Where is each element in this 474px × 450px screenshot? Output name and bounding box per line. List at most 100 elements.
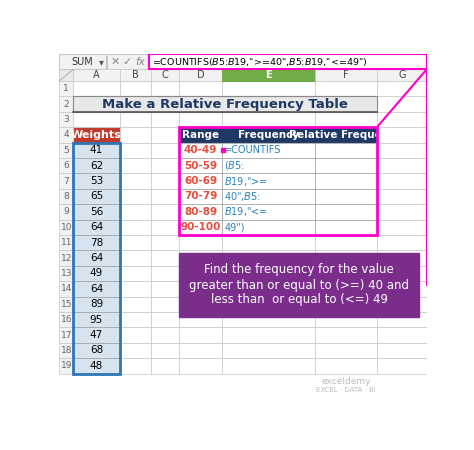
Text: ($B$5:: ($B$5:	[224, 159, 245, 172]
Bar	[315, 327, 377, 343]
Bar	[377, 358, 427, 374]
Bar	[315, 127, 377, 143]
Text: 10: 10	[61, 223, 72, 232]
Bar	[377, 327, 427, 343]
Bar	[377, 220, 427, 235]
Bar	[151, 250, 179, 266]
Text: 8: 8	[64, 192, 69, 201]
Text: 80-89: 80-89	[184, 207, 217, 217]
Text: 2: 2	[64, 99, 69, 108]
Text: Weights: Weights	[71, 130, 122, 140]
Bar	[59, 189, 73, 204]
Bar	[73, 281, 120, 297]
Bar	[73, 127, 120, 143]
Text: 50-59: 50-59	[184, 161, 217, 171]
Text: Frequency: Frequency	[238, 130, 299, 140]
Bar	[179, 204, 222, 220]
Text: 78: 78	[90, 238, 103, 248]
Bar	[120, 69, 151, 81]
Bar	[377, 96, 427, 112]
Bar	[179, 312, 222, 327]
Text: 40-49: 40-49	[184, 145, 218, 155]
Bar	[315, 358, 377, 374]
Bar	[179, 250, 222, 266]
Bar	[73, 312, 120, 327]
Bar	[59, 327, 73, 343]
Bar	[59, 297, 73, 312]
Bar	[222, 250, 315, 266]
Bar	[148, 55, 149, 68]
Bar	[179, 127, 222, 143]
Bar	[179, 173, 222, 189]
Text: EXCEL · DATA · BI: EXCEL · DATA · BI	[316, 387, 376, 393]
Text: $B$19,">=: $B$19,">=	[224, 175, 269, 188]
Bar	[59, 54, 106, 69]
Bar	[315, 235, 377, 250]
Text: 3: 3	[64, 115, 69, 124]
Bar	[59, 281, 73, 297]
Bar	[222, 96, 315, 112]
Bar	[179, 173, 222, 189]
Text: 41: 41	[90, 145, 103, 155]
Text: 9: 9	[64, 207, 69, 216]
Text: 65: 65	[90, 191, 103, 202]
Bar	[120, 143, 151, 158]
Bar	[151, 204, 179, 220]
Bar	[377, 266, 427, 281]
Bar	[59, 358, 73, 374]
Bar	[120, 189, 151, 204]
Bar	[222, 143, 315, 158]
Text: C: C	[162, 70, 168, 80]
Bar	[315, 81, 377, 96]
Bar	[59, 204, 73, 220]
Text: 90-100: 90-100	[181, 222, 221, 232]
Bar	[120, 220, 151, 235]
Bar	[377, 189, 427, 204]
Bar	[151, 112, 179, 127]
Bar	[315, 312, 377, 327]
Bar	[73, 112, 120, 127]
Bar	[222, 312, 315, 327]
Text: 19: 19	[61, 361, 72, 370]
Text: 48: 48	[90, 361, 103, 371]
Bar	[59, 250, 73, 266]
Bar	[315, 189, 377, 204]
Bar	[73, 96, 377, 112]
Text: 4: 4	[64, 130, 69, 140]
Bar	[222, 158, 315, 173]
Bar	[151, 220, 179, 235]
Bar	[315, 266, 377, 281]
Text: 70-79: 70-79	[184, 191, 218, 202]
Bar	[377, 158, 427, 173]
Text: 62: 62	[90, 161, 103, 171]
Bar	[222, 189, 315, 204]
Bar	[120, 281, 151, 297]
Bar	[73, 220, 120, 235]
Text: 11: 11	[61, 238, 72, 247]
Bar	[179, 358, 222, 374]
Text: 12: 12	[61, 253, 72, 262]
Bar	[315, 143, 377, 158]
Bar	[222, 220, 315, 235]
Bar	[120, 312, 151, 327]
Bar	[120, 81, 151, 96]
Bar	[151, 358, 179, 374]
Text: 6: 6	[64, 161, 69, 170]
Bar	[73, 158, 120, 173]
Bar	[315, 204, 377, 220]
Text: =COUNTIFS: =COUNTIFS	[224, 145, 282, 155]
Bar	[59, 143, 73, 158]
Bar	[222, 173, 315, 189]
Bar	[179, 220, 222, 235]
Bar	[59, 158, 73, 173]
Bar	[377, 312, 427, 327]
Bar	[59, 266, 73, 281]
Bar	[73, 235, 120, 250]
Bar	[151, 312, 179, 327]
Bar	[179, 69, 222, 81]
Bar	[377, 343, 427, 358]
Text: SUM: SUM	[72, 57, 93, 67]
Text: 49: 49	[90, 269, 103, 279]
Text: E: E	[265, 70, 272, 80]
Bar	[179, 220, 222, 235]
